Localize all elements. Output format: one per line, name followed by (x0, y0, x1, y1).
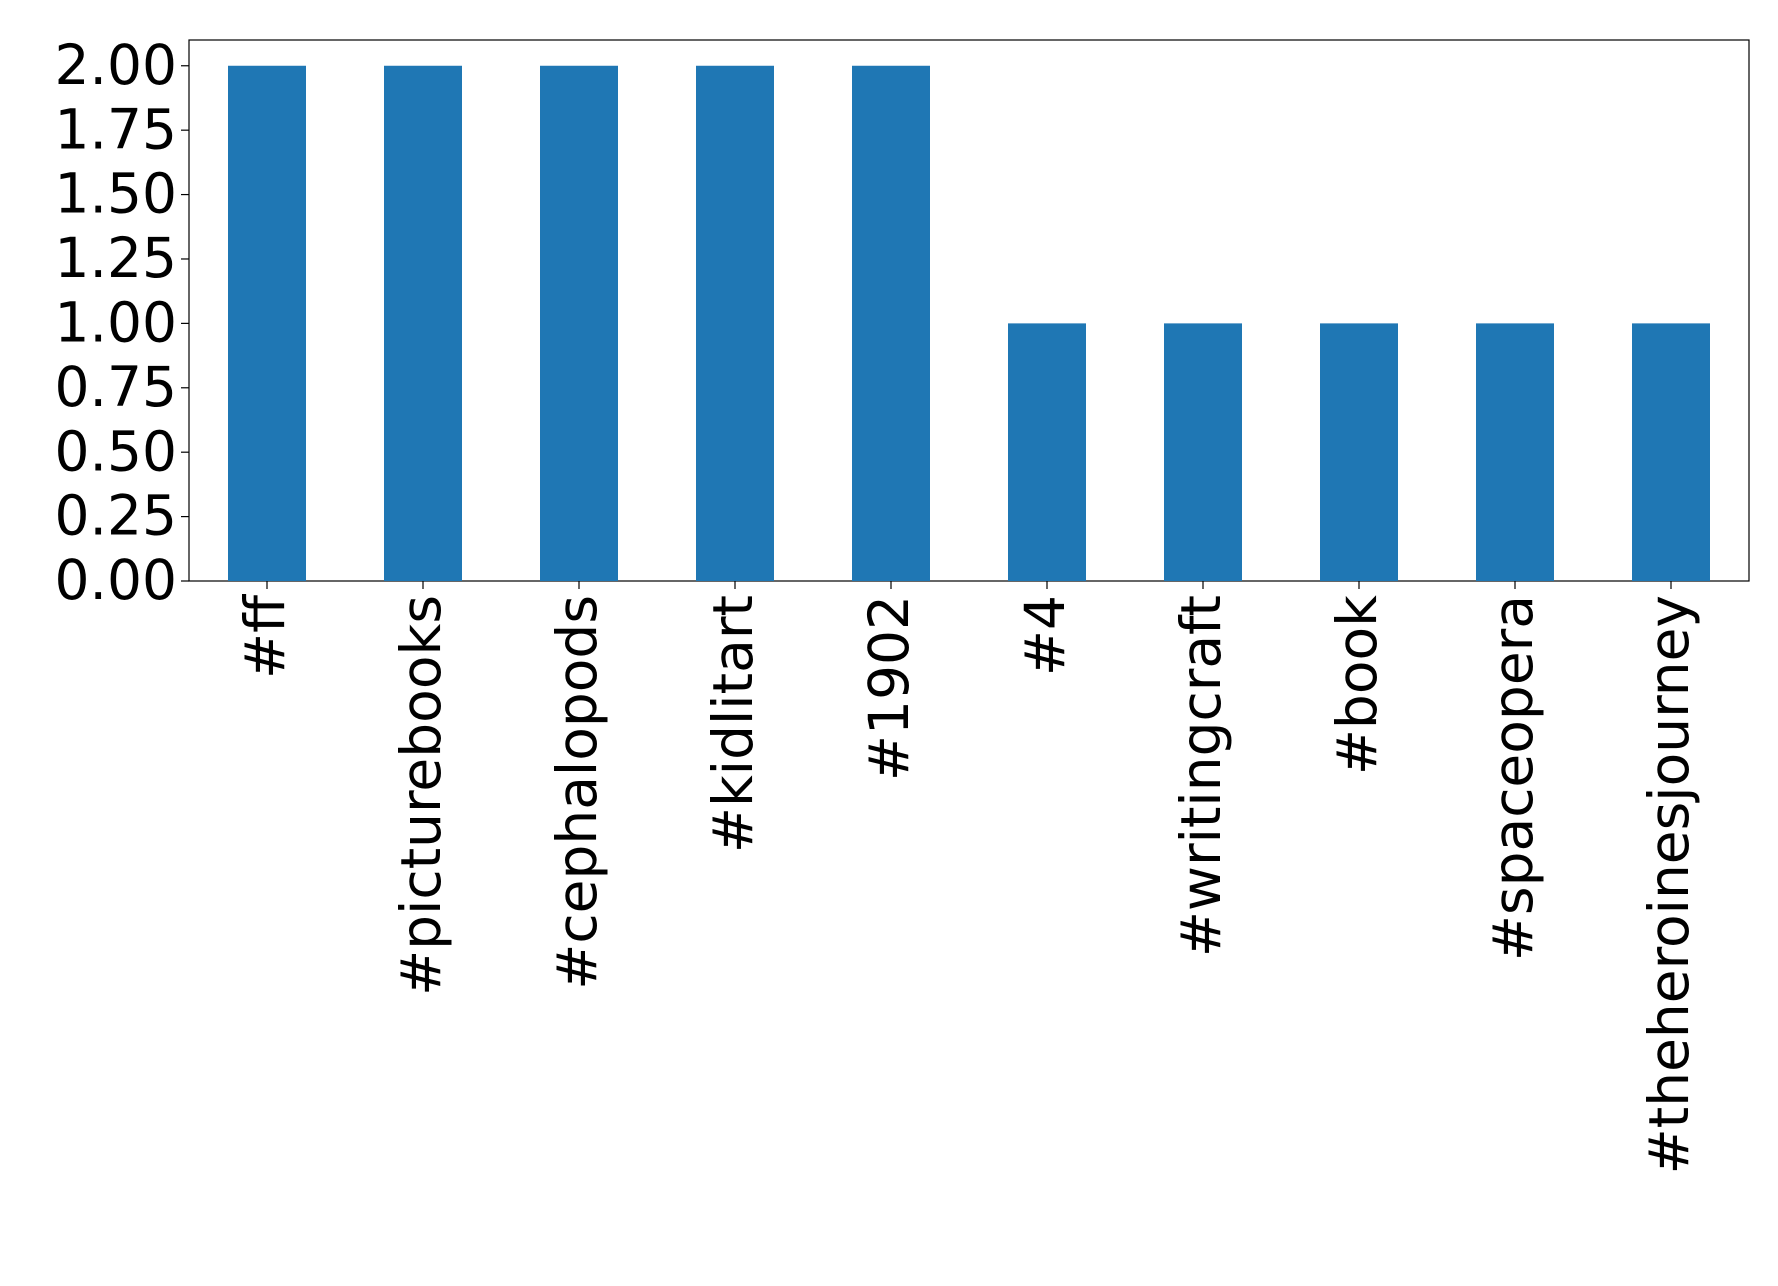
x-tick-label: #writingcraft (1169, 595, 1233, 957)
plot-frame (188, 39, 1750, 582)
y-tick-label: 1.50 (55, 162, 177, 226)
y-tick-label: 0.25 (55, 484, 177, 548)
bar (1008, 323, 1086, 581)
y-tick-label: 0.75 (55, 355, 177, 419)
bar (540, 65, 618, 581)
bar (384, 65, 462, 581)
x-tick-label: #book (1325, 595, 1389, 775)
bar (1476, 323, 1554, 581)
bar (1632, 323, 1710, 581)
bar (852, 65, 930, 581)
x-tick-label: #cephalopods (545, 595, 609, 990)
bar (1164, 323, 1242, 581)
y-tick-label: 1.00 (55, 291, 177, 355)
bar (1320, 323, 1398, 581)
y-tick-label: 0.00 (55, 548, 177, 612)
y-tick-label: 0.50 (55, 419, 177, 483)
x-tick-label: #4 (1013, 595, 1077, 676)
y-tick-label: 1.75 (55, 97, 177, 161)
bar (228, 65, 306, 581)
x-tick-label: #1902 (857, 595, 921, 781)
x-tick-label: #theheroinesjourney (1637, 595, 1701, 1174)
x-tick-label: #picturebooks (389, 595, 453, 996)
x-tick-label: #ff (233, 594, 297, 679)
y-tick-label: 2.00 (55, 33, 177, 97)
bar (696, 65, 774, 581)
x-tick-label: #kidlitart (701, 595, 765, 853)
x-tick-label: #spaceopera (1481, 595, 1545, 961)
y-tick-label: 1.25 (55, 226, 177, 290)
